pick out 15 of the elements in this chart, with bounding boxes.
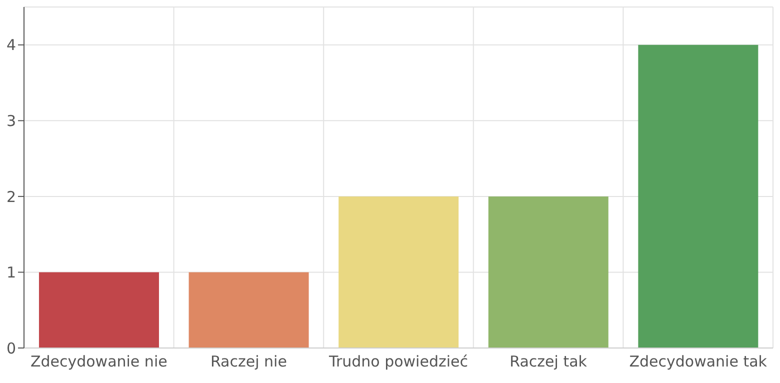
bar xyxy=(188,272,309,348)
x-tick-label: Zdecydowanie tak xyxy=(629,352,768,371)
x-tick-label: Raczej nie xyxy=(210,352,287,371)
y-tick-label: 1 xyxy=(6,264,16,282)
y-tick-label: 4 xyxy=(6,36,16,54)
y-tick-label: 2 xyxy=(6,188,16,206)
x-tick-label: Raczej tak xyxy=(510,352,588,371)
bar xyxy=(338,196,459,348)
y-tick-label: 0 xyxy=(6,339,16,358)
bar xyxy=(488,196,608,348)
x-tick-label: Zdecydowanie nie xyxy=(30,352,168,371)
bar xyxy=(38,272,159,348)
bar xyxy=(638,44,758,348)
x-tick-label: Trudno powiedzieć xyxy=(328,352,468,371)
y-tick-label: 3 xyxy=(6,112,16,130)
